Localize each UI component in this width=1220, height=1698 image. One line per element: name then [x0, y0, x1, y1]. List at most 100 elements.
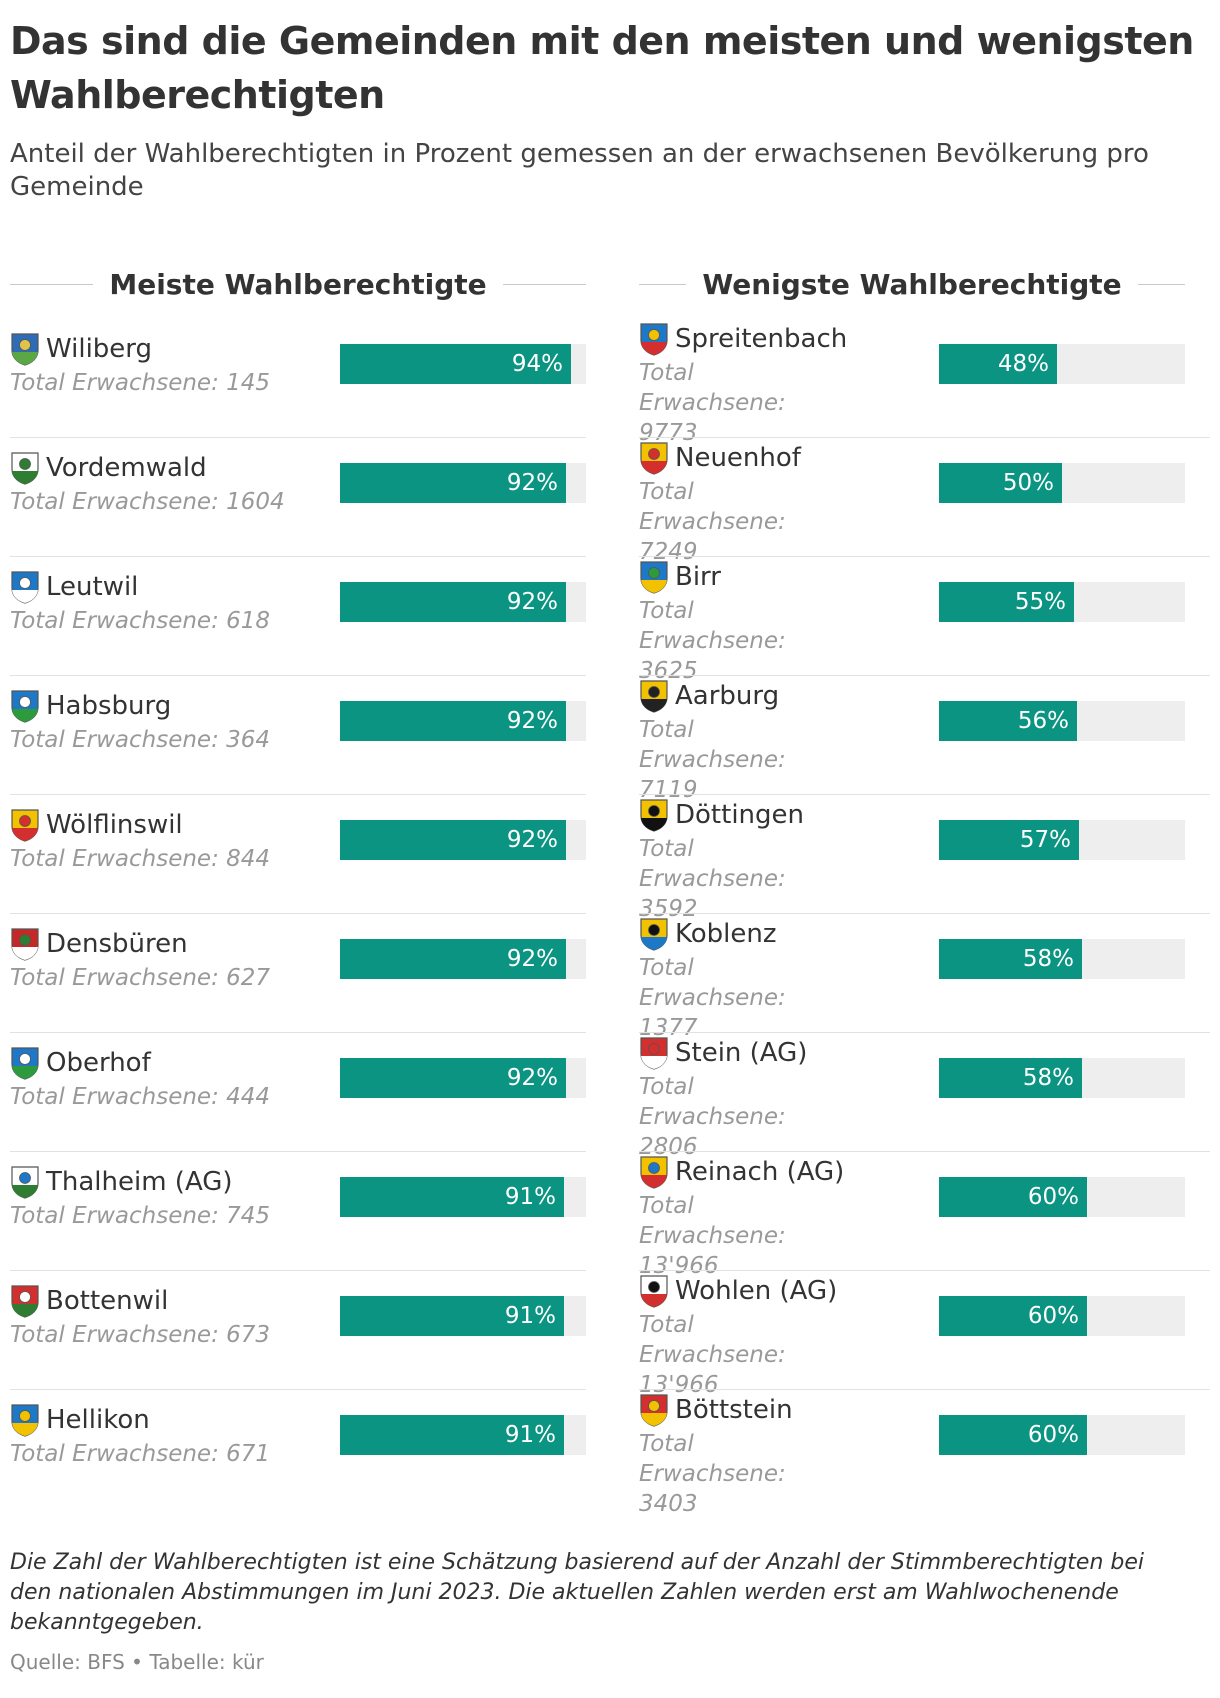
- municipality-label: Stein (AG): [675, 1038, 808, 1068]
- bar: 92%: [340, 820, 566, 860]
- bar-track: 57%: [939, 820, 1185, 860]
- crest-wohlen-icon: [640, 1275, 668, 1308]
- bar-track: 91%: [340, 1177, 586, 1217]
- municipality-name: Oberhof: [10, 1046, 151, 1080]
- bar-value-label: 58%: [1022, 1065, 1074, 1091]
- bar-track: 91%: [340, 1296, 586, 1336]
- municipality-name: Habsburg: [10, 689, 171, 723]
- adult-total: Total Erwachsene: 1604: [10, 489, 285, 515]
- adult-total: Total Erwachsene: 7119: [639, 717, 786, 803]
- row-separator: [10, 556, 586, 557]
- bar: 91%: [340, 1415, 564, 1455]
- bar-value-label: 92%: [506, 708, 558, 734]
- bar-track: 58%: [939, 939, 1185, 979]
- bar-value-label: 60%: [1027, 1303, 1079, 1329]
- municipality-name: Vordemwald: [10, 451, 207, 485]
- municipality-name: Hellikon: [10, 1403, 150, 1437]
- adult-total: Total Erwachsene: 627: [10, 965, 271, 991]
- bar-value-label: 60%: [1027, 1184, 1079, 1210]
- adult-total: Total Erwachsene: 2806: [639, 1074, 786, 1160]
- bar: 92%: [340, 463, 566, 503]
- row-separator: [639, 794, 1210, 795]
- bar-value-label: 91%: [504, 1303, 556, 1329]
- crest-birr-icon: [640, 561, 668, 594]
- bar-track: 92%: [340, 1058, 586, 1098]
- municipality-label: Birr: [675, 562, 721, 592]
- adult-total: Total Erwachsene: 7249: [639, 479, 786, 565]
- bar: 48%: [939, 344, 1057, 384]
- bar: 91%: [340, 1177, 564, 1217]
- bar-value-label: 48%: [997, 351, 1049, 377]
- crest-hellikon-icon: [11, 1404, 39, 1437]
- bar-value-label: 60%: [1027, 1422, 1079, 1448]
- column-heading-right: Wenigste Wahlberechtigte: [639, 258, 1186, 310]
- row-separator: [639, 1151, 1210, 1152]
- municipality-name: Densbüren: [10, 927, 188, 961]
- bar-track: 92%: [340, 939, 586, 979]
- bar-track: 58%: [939, 1058, 1185, 1098]
- bar-value-label: 92%: [506, 827, 558, 853]
- municipality-label: Vordemwald: [46, 453, 207, 483]
- bar-value-label: 91%: [504, 1422, 556, 1448]
- bar-value-label: 58%: [1022, 946, 1074, 972]
- adult-total: Total Erwachsene: 673: [10, 1322, 271, 1348]
- bar: 92%: [340, 1058, 566, 1098]
- row-separator: [10, 1032, 586, 1033]
- row-separator: [639, 556, 1210, 557]
- municipality-label: Oberhof: [46, 1048, 151, 1078]
- municipality-name: Wohlen (AG): [639, 1274, 837, 1308]
- crest-aarburg-icon: [640, 680, 668, 713]
- heading-rule: [639, 283, 687, 285]
- row-separator: [10, 1389, 586, 1390]
- footnote: Die Zahl der Wahlberechtigten ist eine S…: [10, 1550, 1144, 1635]
- column-heading-least: Wenigste Wahlberechtigte: [702, 267, 1122, 301]
- row-separator: [639, 1389, 1210, 1390]
- heading-rule: [1137, 283, 1186, 285]
- municipality-label: Spreitenbach: [675, 324, 848, 354]
- crest-reinach-icon: [640, 1156, 668, 1189]
- column-heading-most: Meiste Wahlberechtigte: [109, 267, 487, 301]
- row-separator: [639, 675, 1210, 676]
- municipality-label: Habsburg: [46, 691, 172, 721]
- crest-spreitenbach-icon: [640, 323, 668, 356]
- bar: 50%: [939, 463, 1062, 503]
- heading-rule: [502, 283, 587, 285]
- column-heading-left: Meiste Wahlberechtigte: [10, 258, 587, 310]
- crest-neuenhof-icon: [640, 442, 668, 475]
- bar-track: 60%: [939, 1415, 1185, 1455]
- municipality-label: Koblenz: [675, 919, 777, 949]
- crest-koblenz-icon: [640, 918, 668, 951]
- municipality-name: Leutwil: [10, 570, 138, 604]
- crest-leutwil-icon: [11, 571, 39, 604]
- bar-track: 50%: [939, 463, 1185, 503]
- municipality-label: Wiliberg: [46, 334, 153, 364]
- adult-total: Total Erwachsene: 671: [10, 1441, 271, 1467]
- adult-total: Total Erwachsene: 1377: [639, 955, 786, 1041]
- municipality-name: Wiliberg: [10, 332, 152, 366]
- adult-total: Total Erwachsene: 444: [10, 1084, 271, 1110]
- bar-value-label: 56%: [1017, 708, 1069, 734]
- municipality-name: Wölflinswil: [10, 808, 183, 842]
- municipality-name: Thalheim (AG): [10, 1165, 233, 1199]
- municipality-label: Wölflinswil: [46, 810, 183, 840]
- bar: 55%: [939, 582, 1074, 622]
- municipality-name: Bottenwil: [10, 1284, 168, 1318]
- bar-track: 92%: [340, 701, 586, 741]
- adult-total: Total Erwachsene: 745: [10, 1203, 271, 1229]
- adult-total: Total Erwachsene: 3403: [639, 1431, 786, 1517]
- crest-woelflinswil-icon: [11, 809, 39, 842]
- bar: 57%: [939, 820, 1079, 860]
- adult-total: Total Erwachsene: 145: [10, 370, 271, 396]
- bar: 56%: [939, 701, 1077, 741]
- municipality-label: Leutwil: [46, 572, 139, 602]
- bar-track: 48%: [939, 344, 1185, 384]
- bar-value-label: 91%: [504, 1184, 556, 1210]
- bar-value-label: 94%: [511, 351, 563, 377]
- municipality-label: Wohlen (AG): [675, 1276, 838, 1306]
- crest-densbueren-icon: [11, 928, 39, 961]
- adult-total: Total Erwachsene: 3625: [639, 598, 786, 684]
- crest-habsburg-icon: [11, 690, 39, 723]
- municipality-label: Densbüren: [46, 929, 188, 959]
- bar-value-label: 92%: [506, 946, 558, 972]
